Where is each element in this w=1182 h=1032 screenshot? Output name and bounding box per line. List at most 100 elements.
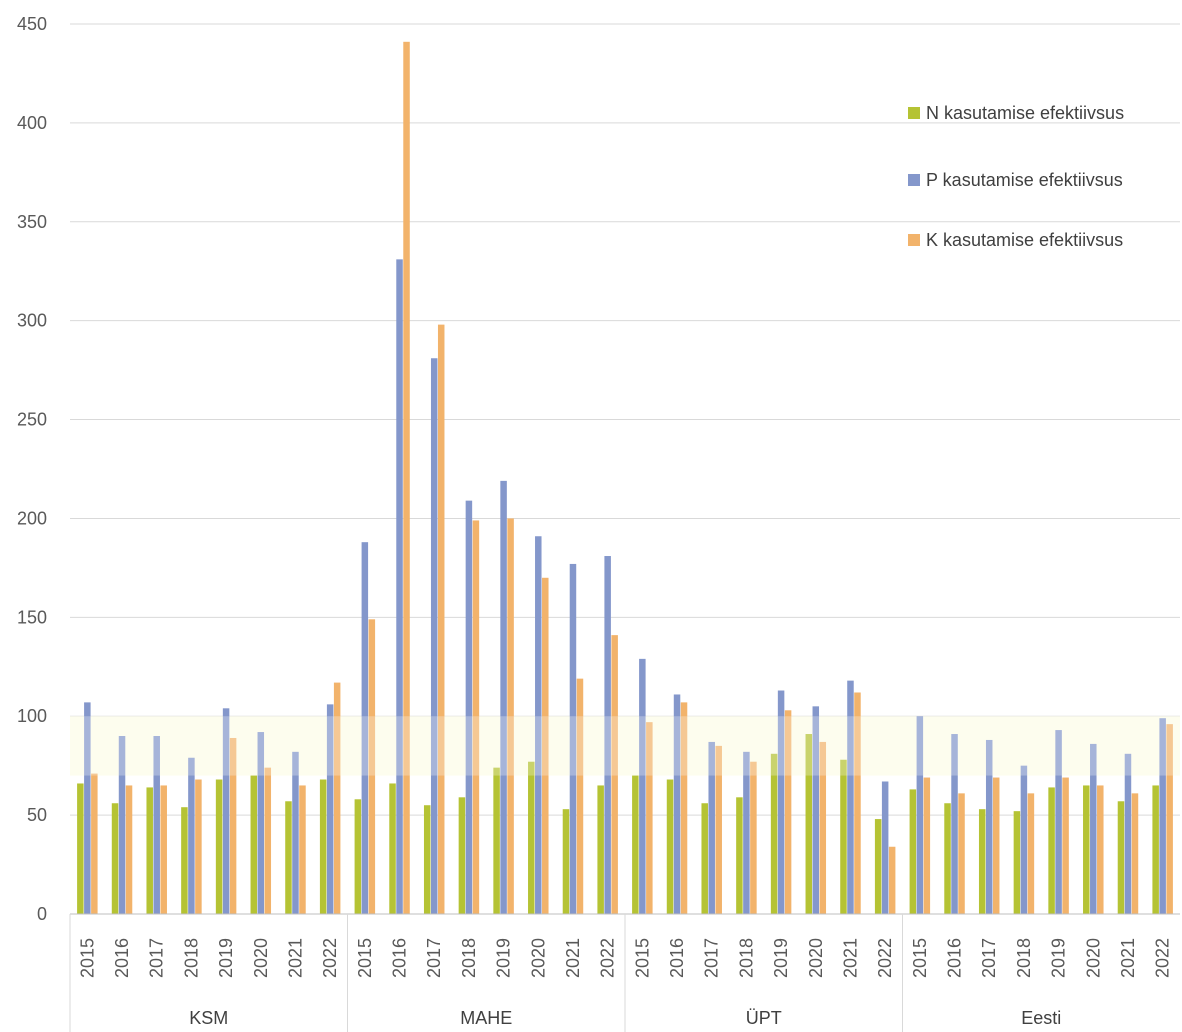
bar — [708, 741, 715, 914]
bar — [326, 704, 334, 914]
bar — [576, 678, 584, 914]
bar — [542, 577, 549, 914]
bar — [507, 518, 514, 914]
bar — [361, 542, 369, 914]
bar — [1124, 753, 1132, 914]
bar — [1083, 785, 1090, 914]
x-year-label: 2017 — [979, 938, 999, 978]
bar — [215, 779, 223, 914]
group-label: KSM — [189, 1008, 228, 1028]
bar — [125, 785, 133, 914]
bar — [805, 734, 813, 914]
bar — [819, 741, 827, 914]
x-year-label: 2021 — [285, 938, 305, 978]
bar — [77, 783, 84, 914]
legend-label: N kasutamise efektiivsus — [926, 103, 1124, 123]
bar — [840, 759, 847, 914]
bar — [812, 706, 820, 914]
x-axis: 2015 2016 2017 2018 2019 2020 2021 2022 KSM 2015 2… — [69, 913, 1180, 1032]
x-year-label: 2021 — [1118, 938, 1138, 978]
bar — [500, 480, 507, 914]
bar — [854, 692, 861, 914]
x-year-label: 2016 — [667, 938, 687, 978]
bar — [562, 809, 570, 914]
bar — [1048, 787, 1055, 914]
bar — [535, 536, 542, 914]
bar — [909, 789, 917, 914]
bar — [285, 801, 292, 914]
bar — [229, 737, 237, 914]
bar — [978, 809, 986, 914]
x-year-label: 2015 — [632, 938, 652, 978]
x-year-label: 2019 — [494, 938, 514, 978]
bar — [222, 708, 230, 914]
group-label: Eesti — [1021, 1008, 1061, 1028]
x-year-label: 2020 — [806, 938, 826, 978]
highlight-band — [70, 716, 1180, 776]
legend-swatch — [908, 174, 920, 186]
x-year-label: 2018 — [736, 938, 756, 978]
target-band-overlay — [70, 716, 1180, 776]
bar — [597, 785, 604, 914]
x-year-label: 2019 — [216, 938, 236, 978]
bar — [777, 690, 785, 914]
bar — [1090, 743, 1097, 914]
bar — [1097, 785, 1104, 914]
x-year-label: 2021 — [840, 938, 860, 978]
target-band — [70, 716, 1180, 776]
x-year-label: 2015 — [77, 938, 97, 978]
x-year-label: 2020 — [1083, 938, 1103, 978]
bar — [888, 846, 896, 914]
bar — [396, 259, 403, 914]
bar — [1013, 811, 1021, 914]
bar — [985, 739, 993, 914]
bar — [1062, 777, 1069, 914]
bar — [881, 781, 889, 914]
x-year-label: 2022 — [320, 938, 340, 978]
y-tick-label: 400 — [17, 113, 47, 133]
bar — [368, 619, 376, 914]
y-tick-label: 250 — [17, 410, 47, 430]
bar — [493, 767, 500, 914]
x-year-label: 2020 — [251, 938, 271, 978]
y-tick-label: 450 — [17, 14, 47, 34]
x-year-label: 2022 — [875, 938, 895, 978]
bar — [916, 716, 924, 914]
bar — [333, 682, 341, 914]
bar — [569, 563, 577, 914]
x-year-label: 2018 — [459, 938, 479, 978]
bar — [736, 797, 743, 914]
group-label: MAHE — [460, 1008, 512, 1028]
y-tick-label: 200 — [17, 508, 47, 528]
bar — [770, 753, 778, 914]
bar — [1152, 785, 1159, 914]
bar — [118, 736, 126, 914]
x-year-label: 2022 — [1153, 938, 1173, 978]
bar — [389, 783, 396, 914]
bar — [715, 745, 722, 914]
bar — [292, 751, 299, 914]
bar — [701, 803, 708, 914]
legend-label: P kasutamise efektiivsus — [926, 170, 1123, 190]
bar — [1159, 718, 1166, 914]
bar — [437, 324, 445, 915]
x-year-label: 2015 — [355, 938, 375, 978]
gridlines — [70, 23, 1180, 915]
bar — [874, 819, 882, 914]
legend-swatch — [908, 107, 920, 119]
bar — [639, 658, 646, 914]
bar — [951, 734, 958, 914]
bar — [958, 793, 965, 914]
bar — [1027, 793, 1035, 914]
bar — [992, 777, 1000, 914]
bar — [604, 556, 611, 914]
x-year-label: 2017 — [702, 938, 722, 978]
bar — [666, 779, 674, 914]
bar — [319, 779, 327, 914]
bar — [472, 520, 480, 914]
bar — [673, 694, 681, 914]
group-label: ÜPT — [746, 1008, 782, 1028]
x-year-label: 2018 — [181, 938, 201, 978]
bar — [160, 785, 167, 914]
